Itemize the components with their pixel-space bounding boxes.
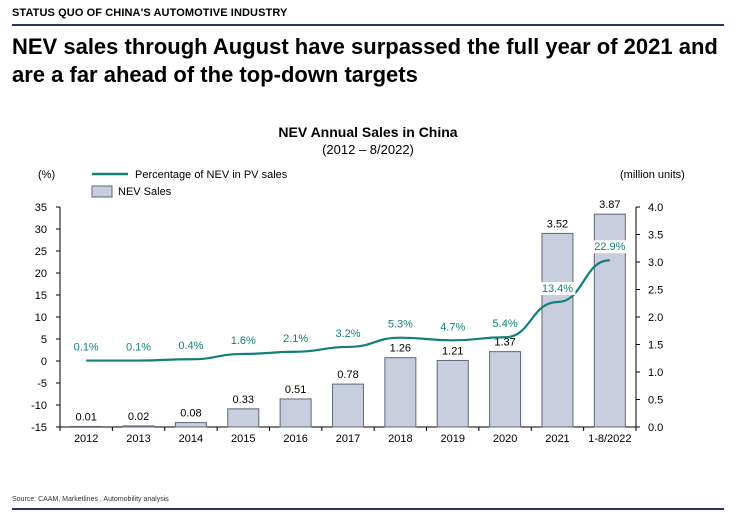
left-tick-label: -10 [31, 400, 47, 412]
x-tick-label: 2019 [440, 433, 464, 445]
line-label-bg [228, 333, 259, 347]
right-axis-unit: (million units) [620, 169, 685, 181]
right-tick-label: 0.5 [648, 395, 663, 407]
legend-line-label: Percentage of NEV in PV sales [135, 169, 288, 181]
bar-value-label: 0.01 [75, 411, 96, 423]
bar [70, 425, 103, 428]
bar [436, 359, 469, 428]
x-tick-label: 2021 [545, 433, 569, 445]
bar [279, 398, 312, 428]
bar-value-label: 0.33 [233, 394, 254, 406]
right-tick-label: 0.0 [648, 422, 663, 434]
chart-subtitle: (2012 – 8/2022) [322, 142, 414, 157]
left-tick-label: -5 [37, 378, 47, 390]
bar-value-label: 3.52 [547, 218, 568, 230]
right-tick-label: 1.0 [648, 367, 663, 379]
bar-value-label: 0.08 [180, 408, 201, 420]
left-tick-label: 0 [41, 356, 47, 368]
bar-value-label: 1.26 [390, 343, 411, 355]
bar-value-label: 3.87 [599, 199, 620, 211]
x-tick-label: 2016 [283, 433, 307, 445]
left-tick-label: 25 [35, 246, 47, 258]
line-label-bg [123, 340, 154, 354]
left-axis-unit: (%) [38, 169, 55, 181]
line-value-label: 3.2% [335, 328, 360, 340]
left-tick-label: 35 [35, 202, 47, 214]
left-tick-label: -15 [31, 422, 47, 434]
left-tick-label: 30 [35, 224, 47, 236]
bar-value-label: 0.78 [337, 369, 358, 381]
bar [122, 425, 155, 428]
line-label-bg [490, 317, 520, 331]
percentage-line [86, 259, 610, 362]
bottom-rule [12, 508, 724, 510]
line-value-label: 22.9% [594, 241, 625, 253]
x-tick-label: 2013 [126, 433, 150, 445]
bar-value-label: 0.51 [285, 384, 306, 396]
bar [332, 383, 364, 428]
right-tick-label: 2.5 [648, 285, 663, 297]
right-tick-label: 2.0 [648, 312, 663, 324]
x-tick-label: 2015 [231, 433, 255, 445]
line-value-label: 4.7% [440, 321, 465, 333]
line-label-bg [280, 331, 311, 345]
x-tick-label: 2017 [336, 433, 360, 445]
x-tick-label: 2018 [388, 433, 412, 445]
x-tick-label: 1-8/2022 [588, 433, 631, 445]
line-label-bg [176, 339, 206, 353]
left-tick-label: 5 [41, 334, 47, 346]
top-rule [12, 24, 724, 26]
bar [541, 232, 574, 428]
x-tick-label: 2020 [493, 433, 517, 445]
right-tick-label: 3.5 [648, 230, 663, 242]
section-title: STATUS QUO OF CHINA'S AUTOMOTIVE INDUSTR… [12, 7, 288, 19]
right-tick-label: 1.5 [648, 340, 663, 352]
x-tick-label: 2014 [179, 433, 203, 445]
bar [384, 357, 417, 428]
line-label-bg [437, 320, 468, 334]
line-value-label: 0.4% [178, 340, 203, 352]
line-value-label: 5.3% [388, 319, 413, 331]
line-label-bg [591, 240, 628, 254]
left-tick-label: 15 [35, 290, 47, 302]
line-value-label: 0.1% [126, 342, 151, 354]
bar-value-label: 1.21 [442, 345, 463, 357]
line-value-label: 13.4% [542, 283, 573, 295]
line-value-label: 2.1% [283, 333, 308, 345]
left-tick-label: 10 [35, 312, 47, 324]
left-tick-label: 20 [35, 268, 47, 280]
line-label-bg [333, 326, 363, 340]
bar [174, 422, 207, 428]
line-value-label: 5.4% [493, 318, 518, 330]
bar-value-label: 1.37 [494, 337, 515, 349]
line-label-bg [385, 317, 416, 331]
line-label-bg [539, 282, 576, 296]
chart-title: NEV Annual Sales in China [278, 124, 458, 140]
bar [227, 408, 260, 428]
legend-bar-label: NEV Sales [118, 186, 172, 198]
bar-value-label: 0.02 [128, 411, 149, 423]
headline: NEV sales through August have surpassed … [12, 34, 718, 87]
legend-bar-swatch [91, 185, 113, 198]
line-label-bg [71, 340, 101, 354]
x-tick-label: 2012 [74, 433, 98, 445]
line-value-label: 0.1% [74, 342, 99, 354]
bar [489, 351, 522, 428]
right-tick-label: 3.0 [648, 257, 663, 269]
right-tick-label: 4.0 [648, 202, 663, 214]
line-value-label: 1.6% [231, 335, 256, 347]
source-note: Source: CAAM, Marketlines , Automobility… [12, 496, 169, 503]
